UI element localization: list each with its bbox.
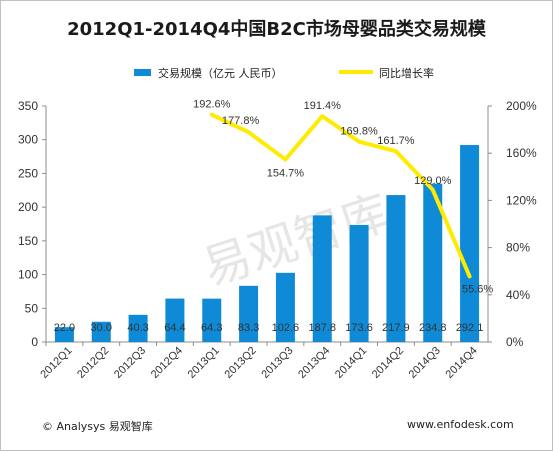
x-tick-label: 2012Q1 — [38, 345, 74, 381]
y-left-tick-label: 0 — [31, 335, 38, 349]
bar — [275, 272, 295, 342]
x-tick-label: 2014Q4 — [444, 345, 480, 381]
bar-value-label: 30.0 — [91, 322, 112, 334]
x-tick-label: 2013Q2 — [223, 345, 259, 381]
y-left-tick-label: 250 — [18, 166, 38, 180]
y-left-tick-label: 350 — [18, 99, 38, 113]
legend-label-bar: 交易规模（亿元 人民币） — [158, 67, 283, 80]
bar-value-label: 187.8 — [308, 322, 336, 334]
y-right-tick-label: 40% — [506, 288, 530, 302]
bar — [460, 145, 480, 342]
y-right-tick-label: 200% — [506, 99, 537, 113]
y-left-tick-label: 300 — [18, 133, 38, 147]
footer-website: www.enfodesk.com — [407, 418, 514, 431]
x-tick-label: 2013Q4 — [296, 345, 332, 381]
bar-value-label: 234.8 — [419, 322, 447, 334]
line-value-label: 192.6% — [193, 99, 231, 111]
bar-value-label: 292.1 — [456, 322, 484, 334]
line-value-label: 129.0% — [414, 175, 452, 187]
y-left-tick-label: 150 — [18, 234, 38, 248]
growth-line — [209, 112, 472, 279]
line-value-label: 154.7% — [267, 167, 305, 179]
bar — [349, 224, 369, 342]
line-value-label: 55.6% — [462, 283, 493, 295]
bar-value-label: 64.4 — [164, 322, 185, 334]
y-left-tick-label: 200 — [18, 200, 38, 214]
x-tick-label: 2012Q4 — [149, 345, 185, 381]
line-value-label: 161.7% — [377, 135, 415, 147]
line-value-label: 191.4% — [304, 100, 342, 112]
bar-value-label: 173.6 — [345, 322, 373, 334]
y-left-tick-label: 100 — [18, 268, 38, 282]
bar-value-label: 83.3 — [238, 322, 259, 334]
x-tick-label: 2012Q3 — [112, 345, 148, 381]
line-value-label: 169.8% — [340, 126, 378, 138]
y-right-tick-label: 160% — [506, 146, 537, 160]
legend-swatch-line — [339, 70, 373, 74]
bar-value-label: 40.3 — [127, 322, 148, 334]
bar — [91, 321, 111, 342]
bar-value-label: 217.9 — [382, 322, 410, 334]
x-tick-label: 2012Q2 — [75, 345, 111, 381]
bar-value-label: 102.6 — [272, 322, 300, 334]
legend-label-line: 同比增长率 — [379, 67, 434, 80]
x-tick-label: 2013Q3 — [259, 345, 295, 381]
x-tick-label: 2014Q3 — [407, 345, 443, 381]
y-right-tick-label: 80% — [506, 241, 530, 255]
bar — [312, 215, 332, 342]
line-value-label: 177.8% — [222, 115, 260, 127]
y-right-tick-label: 0% — [506, 335, 524, 349]
bar — [54, 327, 74, 342]
bar — [423, 183, 443, 342]
x-tick-label: 2013Q1 — [186, 345, 222, 381]
bar — [239, 285, 259, 342]
bar — [165, 298, 185, 342]
legend-swatch-bar — [134, 69, 151, 76]
bar-value-label: 22.0 — [54, 322, 75, 334]
bar-value-label: 64.3 — [201, 322, 222, 334]
y-left-tick-label: 50 — [25, 301, 39, 315]
bar — [202, 298, 222, 342]
bar — [128, 314, 148, 342]
footer-source: © Analysys 易观智库 — [42, 420, 153, 433]
chart-title: 2012Q1-2014Q4中国B2C市场母婴品类交易规模 — [67, 19, 486, 40]
x-tick-label: 2014Q2 — [370, 345, 406, 381]
y-right-tick-label: 120% — [506, 193, 537, 207]
x-tick-label: 2014Q1 — [333, 345, 369, 381]
bar — [386, 195, 406, 342]
